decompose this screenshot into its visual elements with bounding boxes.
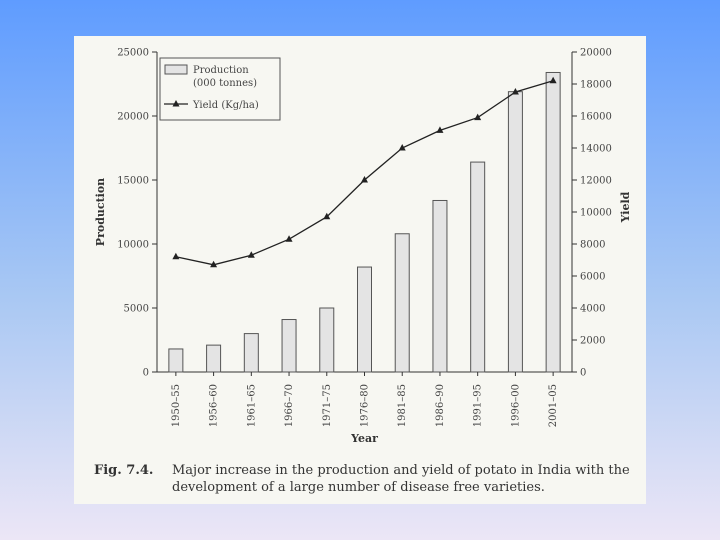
- left-tick-label: 25000: [117, 48, 149, 59]
- right-tick-label: 2000: [580, 336, 605, 347]
- yield-point: [436, 126, 444, 133]
- right-tick-label: 18000: [580, 80, 612, 91]
- right-tick-label: 20000: [580, 48, 612, 59]
- legend-production-unit: (000 tonnes): [193, 78, 257, 89]
- right-tick-label: 6000: [580, 272, 605, 283]
- production-bar: [470, 161, 486, 373]
- left-tick-label: 0: [143, 368, 149, 379]
- x-tick-label: 1986–90: [435, 384, 446, 427]
- production-bar: [206, 344, 222, 373]
- yield-point: [285, 235, 293, 242]
- x-tick-label: 1981–85: [397, 384, 408, 427]
- x-tick-label: 1956–60: [209, 384, 220, 427]
- production-bar: [507, 91, 523, 373]
- legend-production-label: Production: [193, 65, 249, 76]
- right-tick-label: 8000: [580, 240, 605, 251]
- legend-yield-marker: [172, 100, 180, 107]
- production-bar: [394, 233, 410, 373]
- x-tick-label: 1950–55: [171, 384, 182, 427]
- right-tick-label: 0: [580, 368, 586, 379]
- production-bar: [243, 333, 259, 373]
- production-bar: [319, 307, 335, 373]
- yield-point: [549, 76, 557, 84]
- production-bar: [281, 319, 297, 373]
- left-tick-label: 5000: [124, 304, 149, 315]
- legend-production-swatch: [164, 64, 188, 75]
- yield-point: [511, 88, 519, 95]
- yield-point: [323, 212, 331, 220]
- x-tick-label: 1996–00: [510, 384, 521, 427]
- yield-point: [398, 144, 406, 151]
- right-tick-label: 16000: [580, 112, 612, 123]
- right-tick-label: 14000: [580, 144, 612, 155]
- left-tick-label: 10000: [117, 240, 149, 251]
- production-bar: [357, 266, 372, 373]
- yield-point: [474, 113, 482, 121]
- legend-yield-label: Yield (Kg/ha): [192, 100, 259, 111]
- x-tick-label: 1976–80: [360, 384, 371, 427]
- right-tick-label: 4000: [580, 304, 605, 315]
- production-bar: [168, 348, 184, 373]
- left-tick-label: 15000: [117, 176, 149, 187]
- x-tick-label: 2001–05: [548, 384, 559, 427]
- production-bar: [545, 71, 561, 373]
- production-bar: [432, 199, 448, 373]
- figure-caption: Fig. 7.4. Major increase in the productio…: [94, 462, 639, 496]
- yield-point: [210, 260, 218, 268]
- yield-point: [361, 176, 368, 183]
- left-axis-title: Production: [94, 178, 107, 246]
- left-tick-label: 20000: [117, 112, 149, 123]
- yield-point: [247, 251, 255, 258]
- right-tick-label: 10000: [580, 208, 612, 219]
- caption-text: Major increase in the production and yie…: [172, 463, 630, 495]
- x-tick-label: 1961–65: [246, 384, 257, 427]
- right-axis-title: Yield: [619, 191, 632, 223]
- x-tick-label: 1971–75: [322, 384, 333, 427]
- x-tick-label: 1991–95: [473, 384, 484, 427]
- x-tick-label: 1966–70: [284, 384, 295, 427]
- caption-label: Fig. 7.4.: [94, 463, 154, 478]
- right-tick-label: 12000: [580, 176, 612, 187]
- yield-point: [172, 252, 180, 260]
- x-axis-title: Year: [350, 432, 378, 445]
